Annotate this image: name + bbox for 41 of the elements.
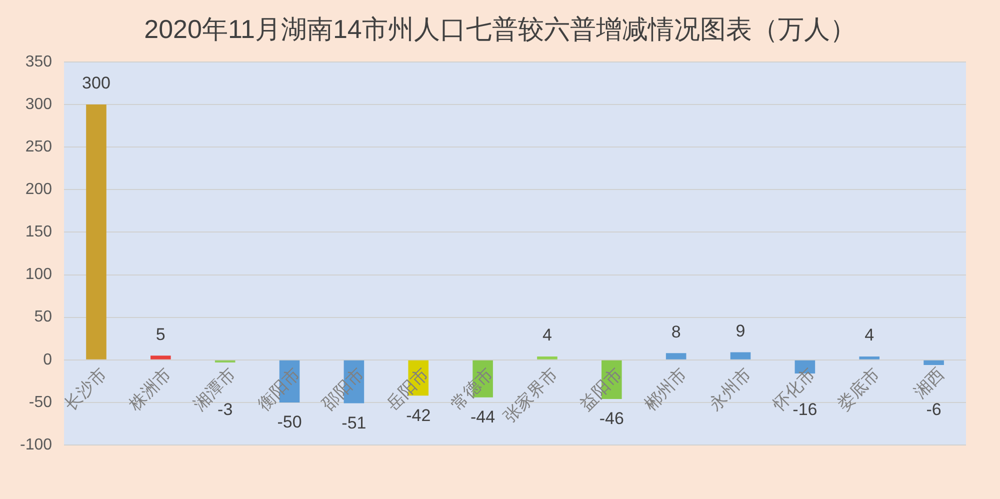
data-label: 5 xyxy=(156,324,166,344)
bar xyxy=(859,356,880,360)
bar xyxy=(666,353,686,360)
y-tick-label: 100 xyxy=(25,266,52,284)
x-tick-label: 永州市 xyxy=(705,364,755,414)
y-tick-label: -50 xyxy=(28,394,52,411)
bar xyxy=(86,104,106,360)
x-tick-label: 长沙市 xyxy=(60,364,110,414)
data-label: -6 xyxy=(926,400,942,420)
y-tick-label: 50 xyxy=(34,308,52,326)
y-tick-label: 200 xyxy=(25,181,52,198)
data-label: 4 xyxy=(864,326,874,345)
y-tick-label: -100 xyxy=(20,436,52,454)
x-tick-label: 张家界市 xyxy=(500,364,562,426)
x-tick-label: 娄底市 xyxy=(834,364,884,414)
data-label: -16 xyxy=(792,400,818,420)
x-tick-label: 郴州市 xyxy=(640,364,690,414)
x-tick-label: 衡阳市 xyxy=(254,364,304,414)
bar xyxy=(537,356,558,360)
data-label: -46 xyxy=(599,409,624,428)
bar xyxy=(150,356,171,360)
data-label: -51 xyxy=(342,413,366,432)
data-label: 8 xyxy=(671,322,681,342)
y-tick-label: 0 xyxy=(43,351,52,368)
x-tick-label: 株洲市 xyxy=(124,364,175,415)
y-tick-label: 300 xyxy=(25,96,52,113)
data-label: -42 xyxy=(406,406,431,425)
data-label: 4 xyxy=(542,326,552,345)
x-tick-label: 湘西 xyxy=(910,364,948,402)
data-label: 300 xyxy=(82,74,110,93)
bar xyxy=(730,352,751,360)
y-tick-label: 350 xyxy=(25,53,52,70)
data-label: 9 xyxy=(736,321,746,340)
bar xyxy=(924,360,944,365)
chart-title: 2020年11月湖南14市州人口七普较六普增减情况图表（万人） xyxy=(143,13,857,46)
data-label: -50 xyxy=(277,412,302,432)
y-tick-label: 150 xyxy=(25,224,52,241)
data-label: -44 xyxy=(470,408,496,427)
data-label: -3 xyxy=(218,400,233,420)
y-tick-label: 250 xyxy=(25,138,52,156)
x-tick-label: 邵阳市 xyxy=(318,364,368,414)
